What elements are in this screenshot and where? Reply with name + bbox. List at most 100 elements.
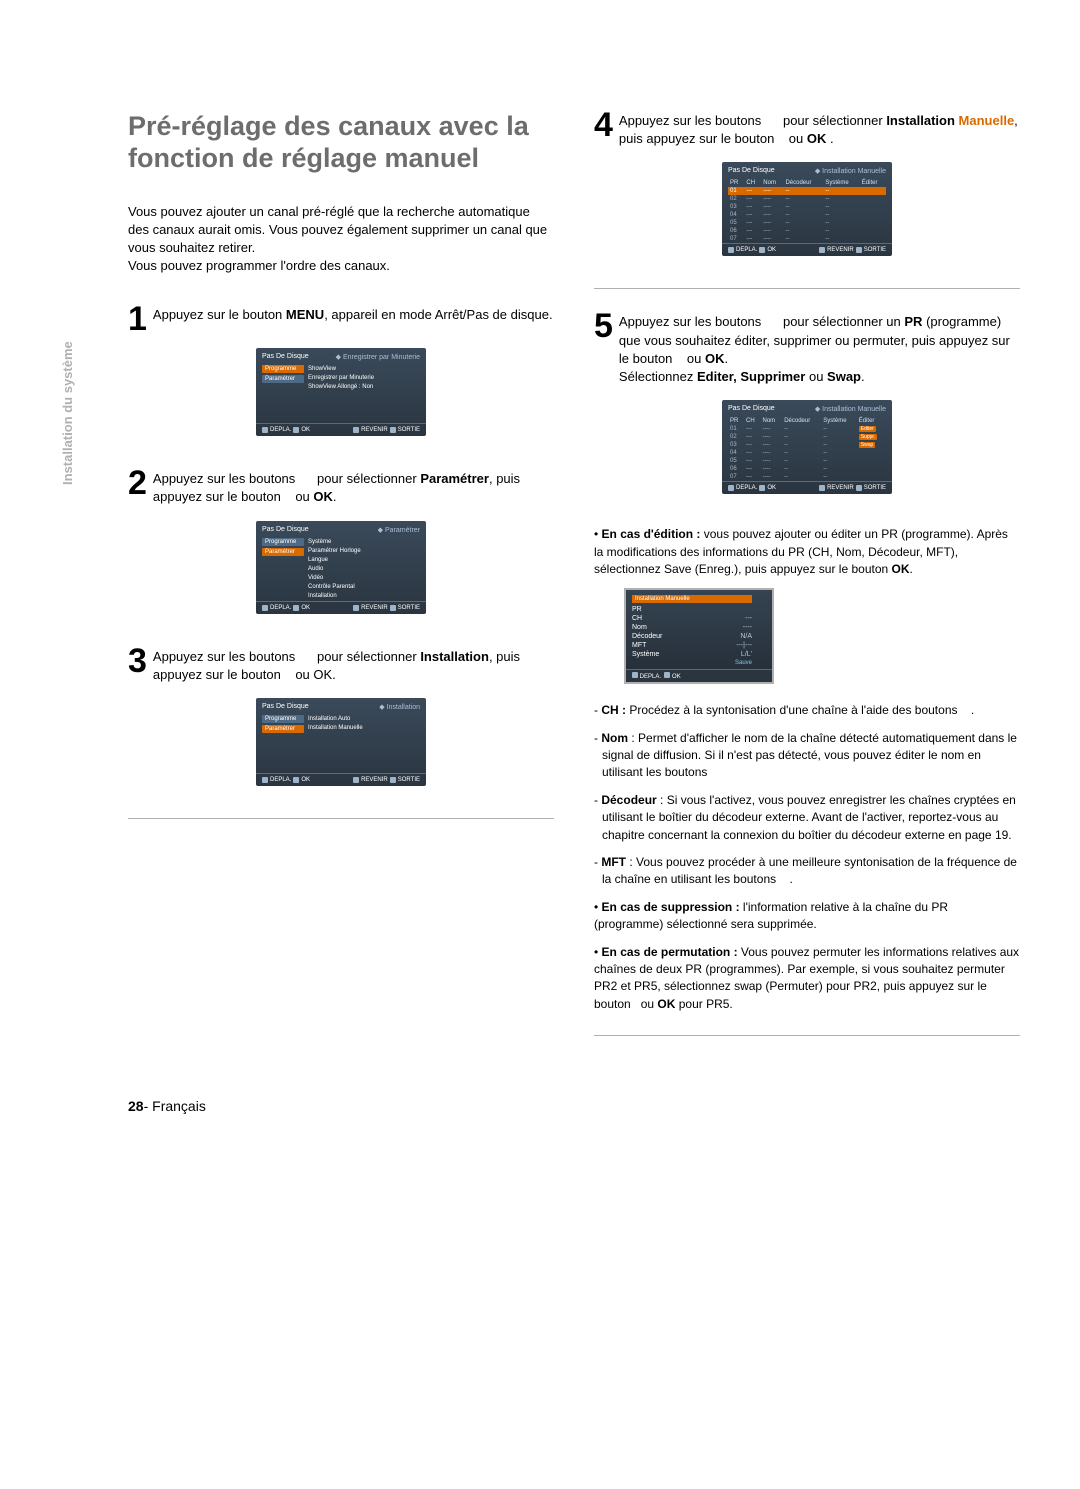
menu-items: Installation Auto Installation Manuelle [308,715,420,773]
t: Installation Manuelle [822,168,886,175]
t: SORTIE [398,605,420,611]
t: OK [313,489,333,504]
t: - [144,1098,153,1114]
screen-table-5: Pas De Disque ◆ Installation Manuelle PR… [722,400,892,494]
tab-programme: Programme [262,715,304,723]
divider [594,1035,1020,1036]
menu-items: Système Paramétrer Horloge Langue Audio … [308,538,420,601]
channel-table: PRCHNomDécodeurSystèmeÉditer01----------… [728,179,886,243]
t: . [789,872,792,886]
intro-text: Vous pouvez ajouter un canal pré-réglé q… [128,203,554,276]
t: Manuelle [959,113,1015,128]
t: Contrôle Parental [308,583,420,592]
t: Installation [387,704,420,711]
t: : Permet d'afficher le nom de la chaîne … [602,731,1017,780]
mini-header: Installation Manuelle [632,595,752,603]
t: OK [705,351,725,366]
note-edit: • En cas d'édition : vous pouvez ajouter… [594,526,1020,578]
t: . [971,703,974,717]
t: pour sélectionner [317,649,420,664]
t: Appuyez sur les boutons [153,471,295,486]
step-text: Appuyez sur les boutons pour sélectionne… [619,110,1020,148]
step-number: 2 [128,468,147,499]
t: OK [672,674,681,680]
step-4: 4 Appuyez sur les boutons pour sélection… [594,110,1020,148]
step-text: Appuyez sur les boutons pour sélectionne… [153,468,554,506]
t: SORTIE [864,485,886,491]
t: ou [641,997,658,1011]
t: Installation [886,113,958,128]
t: ou [687,351,705,366]
side-label: Installation du système [60,341,75,485]
t: Swap [827,369,861,384]
t: Paramétrer [385,527,420,534]
t: SORTIE [398,777,420,783]
step-3: 3 Appuyez sur les boutons pour sélection… [128,646,554,684]
step-number: 1 [128,304,147,335]
def-nom: - Nom : Permet d'afficher le nom de la c… [594,730,1020,782]
mini-save: Sauve [632,660,752,666]
t: Installation Manuelle [822,406,886,413]
t: ShowView Allongé : Non [308,383,420,392]
screen-crumb: ◆ Installation Manuelle [815,405,886,413]
screen-crumb: ◆ Enregistrer par Minuterie [336,353,420,361]
t: MFT [601,855,626,869]
t: ou OK. [295,667,335,682]
screen-menu-3: Pas De Disque ◆ Installation Programme P… [256,698,426,786]
t: OK [657,997,675,1011]
t: Audio [308,565,420,574]
screen-footer: DEPLA. OK REVENIR SORTIE [722,243,892,253]
page: Pré-réglage des canaux avec la fonction … [60,110,1020,1058]
page-number: 28 [128,1098,144,1114]
t: SORTIE [864,247,886,253]
screen-title: Pas De Disque [728,405,775,413]
screen-crumb: ◆ Installation [379,703,420,711]
divider [128,818,554,819]
channel-table: PRCHNomDécodeurSystèmeÉditer01----------… [728,417,886,481]
t: SORTIE [398,427,420,433]
def-ch: - CH : Procédez à la syntonisation d'une… [594,702,1020,719]
t: DEPLA. [640,674,661,680]
step-number: 3 [128,646,147,677]
t: OK [807,131,827,146]
t: OK [767,247,776,253]
t: Enregistrer par Minuterie [343,354,420,361]
t: ShowView [308,365,420,374]
t: Système [308,538,420,547]
t: DEPLA. [736,247,757,253]
t: DEPLA. [270,427,291,433]
t: ou [789,131,807,146]
page-title: Pré-réglage des canaux avec la fonction … [128,110,554,175]
step-number: 5 [594,311,613,342]
step-text: Appuyez sur les boutons pour sélectionne… [619,311,1020,386]
note-permute: • En cas de permutation : Vous pouvez pe… [594,944,1020,1014]
step-5: 5 Appuyez sur les boutons pour sélection… [594,311,1020,386]
def-decodeur: - Décodeur : Si vous l'activez, vous pou… [594,792,1020,844]
note-delete: • En cas de suppression : l'information … [594,899,1020,934]
step-2: 2 Appuyez sur les boutons pour sélection… [128,468,554,506]
mini-footer: DEPLA. OK [626,669,772,682]
t: . [724,351,728,366]
t: Appuyez sur les boutons [153,649,295,664]
t: : Vous pouvez procéder à une meilleure s… [602,855,1017,886]
step-text: Appuyez sur les boutons pour sélectionne… [153,646,554,684]
t: Installation Manuelle [308,724,420,733]
t: En cas d'édition : [602,527,701,541]
t: Installation Auto [308,715,420,724]
tab-parametrer: Paramétrer [262,548,304,556]
t: Procédez à la syntonisation d'une chaîne… [626,703,957,717]
t: pour sélectionner un [783,314,904,329]
screen-title: Pas De Disque [262,526,309,534]
tab-programme: Programme [262,538,304,546]
screen-title: Pas De Disque [728,167,775,175]
t: Paramétrer Horloge [308,547,420,556]
tab-parametrer: Paramétrer [262,725,304,733]
page-footer: 28- Français [60,1098,1020,1114]
t: OK [301,427,310,433]
t: REVENIR [361,427,388,433]
t: CH : [601,703,626,717]
t: . [333,489,337,504]
step-text: Appuyez sur le bouton MENU, appareil en … [153,304,553,324]
t: Appuyez sur les boutons [619,113,761,128]
t: OK [301,605,310,611]
